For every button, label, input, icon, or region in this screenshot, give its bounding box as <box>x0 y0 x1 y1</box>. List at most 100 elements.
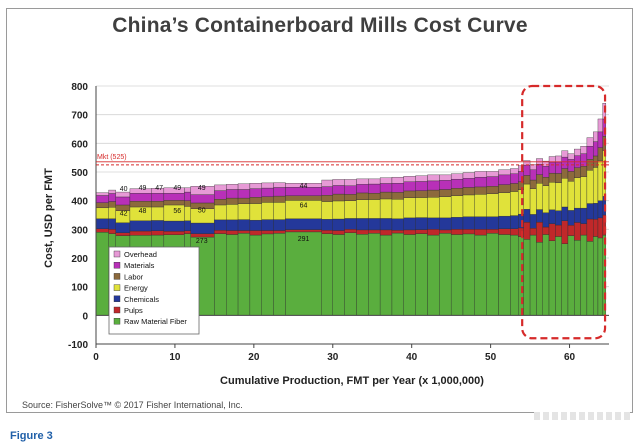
bar-segment-energy <box>529 188 537 215</box>
bar-segment-raw-material-fiber <box>285 231 322 316</box>
bar-segment-overhead <box>249 183 262 189</box>
bar-segment-materials <box>391 183 404 193</box>
bar-segment-pulps <box>391 230 404 234</box>
bar-segment-chemicals <box>555 210 562 226</box>
bar-segment-energy <box>356 199 369 219</box>
bar-segment-overhead <box>344 179 357 186</box>
bar-segment-pulps <box>536 221 543 243</box>
bar-segment-chemicals <box>474 216 487 230</box>
bar-segment-labor <box>273 195 286 203</box>
bar-segment-chemicals <box>151 220 165 231</box>
y-tick-label: 800 <box>71 82 88 93</box>
bar-segment-energy <box>273 202 286 220</box>
bar-segment-raw-material-fiber <box>379 234 393 316</box>
bar-segment-chemicals <box>593 203 599 220</box>
bar-segment-labor <box>439 189 452 197</box>
bar-segment-pulps <box>403 229 416 235</box>
bar-segment-labor <box>474 186 487 195</box>
bar-segment-overhead <box>115 191 131 198</box>
bar-segment-pulps <box>285 229 322 233</box>
legend-label: Overhead <box>124 250 157 259</box>
bar-segment-overhead <box>427 174 440 182</box>
bar-segment-pulps <box>163 231 185 235</box>
bar-segment-chemicals <box>510 215 519 229</box>
data-label: 44 <box>300 183 308 190</box>
bar-segment-overhead <box>273 182 286 188</box>
bar-segment-pulps <box>439 229 452 234</box>
bar-segment-overhead <box>574 148 581 156</box>
bar-segment-labor <box>261 196 274 203</box>
figure-label: Figure 3 <box>10 430 53 442</box>
data-label: 40 <box>120 186 128 193</box>
bar-segment-raw-material-fiber <box>486 233 499 316</box>
bar-segment-materials <box>536 164 543 175</box>
bar-segment-raw-material-fiber <box>391 232 404 316</box>
legend-label: Chemicals <box>124 295 159 304</box>
bar-segment-pulps <box>151 230 165 236</box>
bar-segment-pulps <box>462 229 476 235</box>
bar-segment-energy <box>536 183 543 210</box>
bar-segment-overhead <box>536 158 543 165</box>
bar-segment-raw-material-fiber <box>214 233 227 316</box>
bar-segment-energy <box>108 207 116 219</box>
bar-segment-labor <box>561 168 569 179</box>
bar-segment-overhead <box>450 173 464 180</box>
bar-segment-labor <box>163 200 185 206</box>
bar-segment-materials <box>523 164 531 176</box>
bar-segment-energy <box>542 185 550 213</box>
x-axis-label: Cumulative Production, FMT per Year (x 1… <box>220 375 484 387</box>
bar-segment-energy <box>561 178 569 208</box>
bar-segment-chemicals <box>115 222 131 233</box>
bar-segment-energy <box>597 160 603 201</box>
data-label: 49 <box>173 185 181 192</box>
legend-swatch <box>113 250 121 258</box>
bar-segment-energy <box>574 177 581 209</box>
bar-segment-overhead <box>561 150 569 158</box>
bar-segment-labor <box>237 197 251 204</box>
bar-segment-overhead <box>510 168 519 174</box>
bar-segment-labor <box>249 197 262 204</box>
bar-segment-labor <box>510 183 519 192</box>
bar-segment-chemicals <box>285 218 322 230</box>
legend-swatch <box>113 306 121 314</box>
bar-segment-materials <box>368 183 381 194</box>
bar-segment-overhead <box>586 137 594 147</box>
bar-segment-materials <box>184 191 191 201</box>
bar-segment-labor <box>95 202 109 209</box>
bar-segment-energy <box>462 194 476 217</box>
bar-segment-materials <box>427 180 440 191</box>
bar-segment-energy <box>379 198 393 219</box>
bar-segment-pulps <box>214 230 227 234</box>
x-tick-label: 40 <box>406 352 418 363</box>
bar-segment-materials <box>214 190 227 200</box>
bar-segment-materials <box>555 161 562 174</box>
legend: Overhead Materials Labor Energy Chemicals Pul… <box>108 246 200 335</box>
bar-segment-chemicals <box>163 220 185 232</box>
bar-segment-pulps <box>115 232 131 236</box>
y-tick-label: 300 <box>71 225 88 236</box>
bar-segment-labor <box>108 201 116 208</box>
bar-segment-labor <box>403 190 416 198</box>
bar-segment-overhead <box>403 176 416 182</box>
bar-segment-materials <box>415 181 428 191</box>
bar-segment-materials <box>403 181 416 192</box>
bar-segment-materials <box>474 176 487 188</box>
bar-segment-energy <box>510 191 519 216</box>
bar-segment-raw-material-fiber <box>261 233 274 316</box>
bar-segment-materials <box>510 173 519 184</box>
bar-segment-raw-material-fiber <box>356 234 369 316</box>
bar-segment-overhead <box>391 176 404 184</box>
bar-segment-energy <box>261 202 274 220</box>
bar-segment-chemicals <box>561 206 569 221</box>
bar-segment-materials <box>344 185 357 195</box>
bar-segment-materials <box>486 176 499 187</box>
bar-segment-raw-material-fiber <box>237 233 251 316</box>
legend-label: Materials <box>124 261 155 270</box>
bar-segment-pulps <box>249 230 262 236</box>
bar-segment-pulps <box>486 229 499 234</box>
bar-segment-energy <box>439 196 452 219</box>
legend-label: Pulps <box>124 306 143 315</box>
bar-segment-raw-material-fiber <box>536 242 543 316</box>
bar-segment-pulps <box>415 229 428 234</box>
bar-segment-materials <box>542 166 550 178</box>
